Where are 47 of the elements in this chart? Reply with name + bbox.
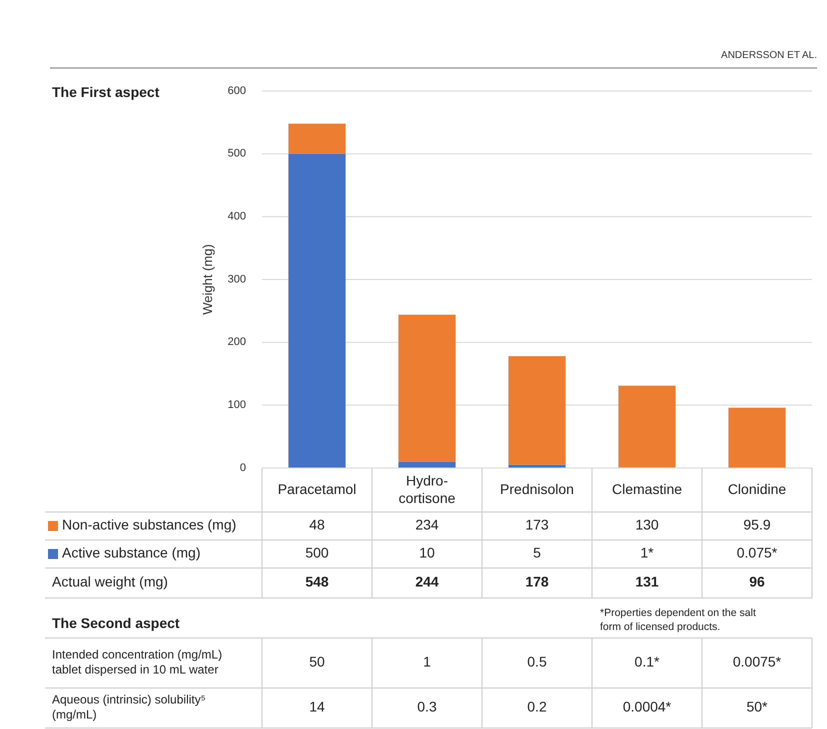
data-label: 48 xyxy=(309,516,325,533)
text: Aqueous (intrinsic) solubility⁵ (mg/mL) xyxy=(52,692,206,722)
text: ANDERSSON ET AL. xyxy=(721,50,817,61)
data-label: 1* xyxy=(640,544,654,561)
data-label: 5 xyxy=(533,544,542,561)
text: 131 xyxy=(635,574,659,590)
data-label: 234 xyxy=(415,516,439,533)
y-tick-label: 500 xyxy=(228,148,246,160)
data-label: 10 xyxy=(419,544,435,561)
x-tick-label: Hydro-cortisone xyxy=(398,472,456,506)
text: 0.2 xyxy=(527,698,547,715)
text: Actual weight (mg) xyxy=(52,574,168,590)
data-label: 130 xyxy=(635,516,659,533)
text: 0.3 xyxy=(417,698,437,715)
text: Intended concentration (mg/mL) tablet dispersed in 10 mL water xyxy=(52,648,222,677)
text: The Second aspect xyxy=(52,615,180,631)
text: 50* xyxy=(746,698,768,715)
y-tick-label: 400 xyxy=(228,210,246,223)
data-label: 95.9 xyxy=(743,516,771,533)
y-tick-label: 0 xyxy=(240,462,246,474)
text: 14 xyxy=(309,698,325,715)
data-label: 173 xyxy=(525,516,549,533)
legend-label: Active substance (mg) xyxy=(62,544,200,561)
x-tick-label: Paracetamol xyxy=(278,480,356,497)
x-tick-label: Clemastine xyxy=(612,480,682,497)
text: 548 xyxy=(305,574,329,590)
text: 0.0075* xyxy=(732,654,782,670)
text: 50 xyxy=(309,654,325,670)
x-tick-label: Prednisolon xyxy=(500,480,574,497)
text: 1 xyxy=(423,654,432,670)
y-tick-label: 600 xyxy=(228,84,246,97)
text: 0.0004* xyxy=(622,698,672,715)
text: *Properties dependent on the salt form of licensed products. xyxy=(600,606,756,633)
text: 178 xyxy=(525,574,549,590)
y-tick-label: 200 xyxy=(228,336,246,348)
legend-label: Non-active substances (mg) xyxy=(62,516,236,533)
text: The First aspect xyxy=(52,84,160,100)
y-tick-label: 300 xyxy=(228,273,246,286)
x-tick-label: Clonidine xyxy=(728,480,786,497)
text: 96 xyxy=(749,574,765,590)
data-label: 0.075* xyxy=(736,544,778,561)
data-label: 500 xyxy=(305,544,329,561)
y-axis-title: Weight (mg) xyxy=(200,244,215,315)
text: 0.1* xyxy=(634,654,660,670)
text: 0.5 xyxy=(527,654,547,670)
y-tick-label: 100 xyxy=(228,399,246,412)
text: 244 xyxy=(415,574,439,590)
